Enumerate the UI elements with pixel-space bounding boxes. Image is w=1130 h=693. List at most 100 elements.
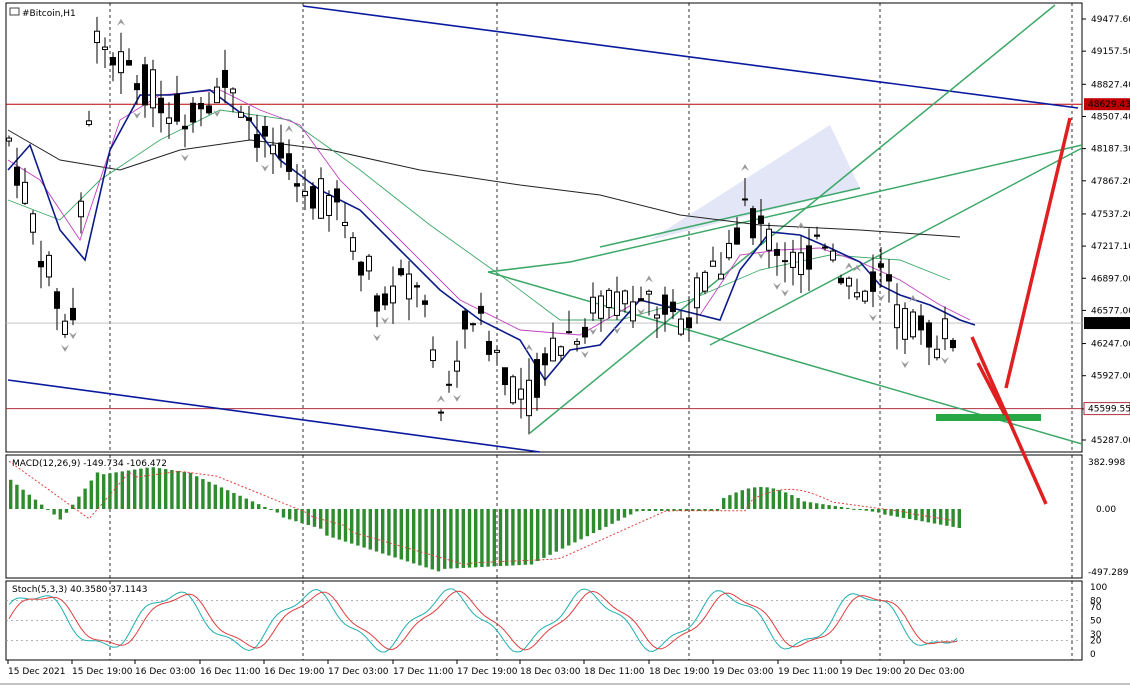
candle[interactable] — [270, 127, 276, 174]
candle[interactable] — [398, 259, 404, 277]
candle[interactable] — [422, 294, 428, 318]
candle[interactable] — [486, 330, 492, 362]
candle[interactable] — [61, 313, 69, 352]
candle[interactable] — [525, 344, 533, 435]
candle[interactable] — [446, 370, 452, 393]
candle[interactable] — [606, 288, 612, 319]
candle[interactable] — [518, 367, 524, 419]
candle[interactable] — [877, 247, 885, 302]
candle[interactable] — [190, 97, 196, 133]
candle[interactable] — [766, 222, 772, 268]
candle[interactable] — [69, 287, 77, 340]
candle[interactable] — [686, 296, 692, 342]
candle[interactable] — [22, 167, 28, 206]
candle[interactable] — [806, 228, 812, 292]
candle[interactable] — [133, 74, 141, 119]
candle[interactable] — [238, 105, 244, 118]
candle[interactable] — [797, 222, 805, 293]
candle[interactable] — [838, 274, 844, 285]
candle[interactable] — [261, 116, 269, 172]
candle[interactable] — [381, 286, 389, 324]
candle[interactable] — [453, 340, 461, 402]
green-trend-line[interactable] — [709, 147, 1083, 346]
candle[interactable] — [142, 56, 148, 118]
candle[interactable] — [845, 262, 853, 300]
candle[interactable] — [662, 286, 668, 332]
green-trend-line[interactable] — [487, 261, 571, 273]
candle[interactable] — [654, 306, 660, 339]
prediction-up-line[interactable] — [1004, 117, 1072, 389]
candle[interactable] — [918, 304, 924, 345]
green-trend-line[interactable] — [569, 144, 1083, 263]
candle[interactable] — [390, 266, 396, 324]
candle[interactable] — [694, 272, 700, 324]
candle[interactable] — [94, 16, 100, 64]
candle[interactable] — [726, 229, 732, 261]
candle[interactable] — [14, 147, 20, 199]
green-trend-line[interactable] — [599, 187, 861, 248]
candle[interactable] — [278, 124, 284, 168]
candle[interactable] — [222, 49, 228, 104]
candle[interactable] — [934, 335, 940, 361]
candle[interactable] — [926, 319, 932, 366]
candle[interactable] — [862, 289, 868, 304]
candle[interactable] — [166, 102, 172, 139]
candle[interactable] — [853, 264, 861, 301]
candle[interactable] — [950, 337, 956, 352]
candle[interactable] — [373, 293, 381, 342]
candle[interactable] — [645, 275, 653, 316]
candle[interactable] — [406, 261, 412, 321]
candle[interactable] — [494, 345, 500, 366]
candle[interactable] — [886, 259, 892, 303]
candle[interactable] — [702, 270, 708, 295]
candle[interactable] — [790, 239, 796, 286]
candle[interactable] — [350, 232, 356, 261]
candle[interactable] — [285, 125, 293, 181]
candle[interactable] — [30, 210, 36, 245]
candle[interactable] — [534, 352, 540, 411]
candle[interactable] — [318, 167, 324, 220]
candle[interactable] — [901, 302, 909, 368]
candle[interactable] — [510, 374, 516, 405]
support-zone[interactable] — [936, 414, 1041, 421]
candle[interactable] — [126, 48, 132, 66]
candle[interactable] — [630, 285, 636, 328]
candle[interactable] — [230, 87, 236, 113]
candle[interactable] — [773, 242, 781, 290]
candle[interactable] — [470, 322, 476, 332]
candle[interactable] — [181, 114, 189, 162]
candle[interactable] — [622, 289, 628, 313]
candle[interactable] — [198, 96, 204, 127]
green-trend-line[interactable] — [529, 4, 1056, 434]
candle[interactable] — [302, 169, 308, 211]
prediction-leg-line[interactable] — [976, 362, 1007, 416]
candle[interactable] — [757, 198, 765, 259]
candle[interactable] — [38, 240, 44, 289]
candle[interactable] — [637, 286, 645, 316]
candle[interactable] — [78, 192, 84, 234]
candle[interactable] — [718, 252, 724, 280]
candle[interactable] — [110, 52, 116, 82]
candle[interactable] — [46, 251, 52, 287]
candle[interactable] — [589, 282, 597, 335]
candle[interactable] — [478, 292, 484, 326]
candle[interactable] — [310, 182, 316, 220]
candle[interactable] — [150, 59, 156, 128]
shaded-triangle[interactable] — [650, 125, 860, 240]
candle[interactable] — [158, 80, 164, 133]
candle[interactable] — [822, 243, 828, 251]
candle[interactable] — [830, 243, 836, 263]
candle[interactable] — [750, 205, 756, 245]
candle[interactable] — [869, 254, 877, 322]
candle[interactable] — [581, 318, 589, 358]
candle[interactable] — [326, 190, 332, 232]
candle[interactable] — [334, 180, 340, 221]
candle[interactable] — [678, 310, 684, 337]
candle[interactable] — [941, 306, 949, 365]
candle[interactable] — [502, 367, 508, 396]
candle[interactable] — [414, 282, 420, 308]
blue-channel-upper[interactable] — [302, 5, 1079, 109]
candle[interactable] — [342, 202, 348, 239]
candle[interactable] — [206, 92, 212, 115]
